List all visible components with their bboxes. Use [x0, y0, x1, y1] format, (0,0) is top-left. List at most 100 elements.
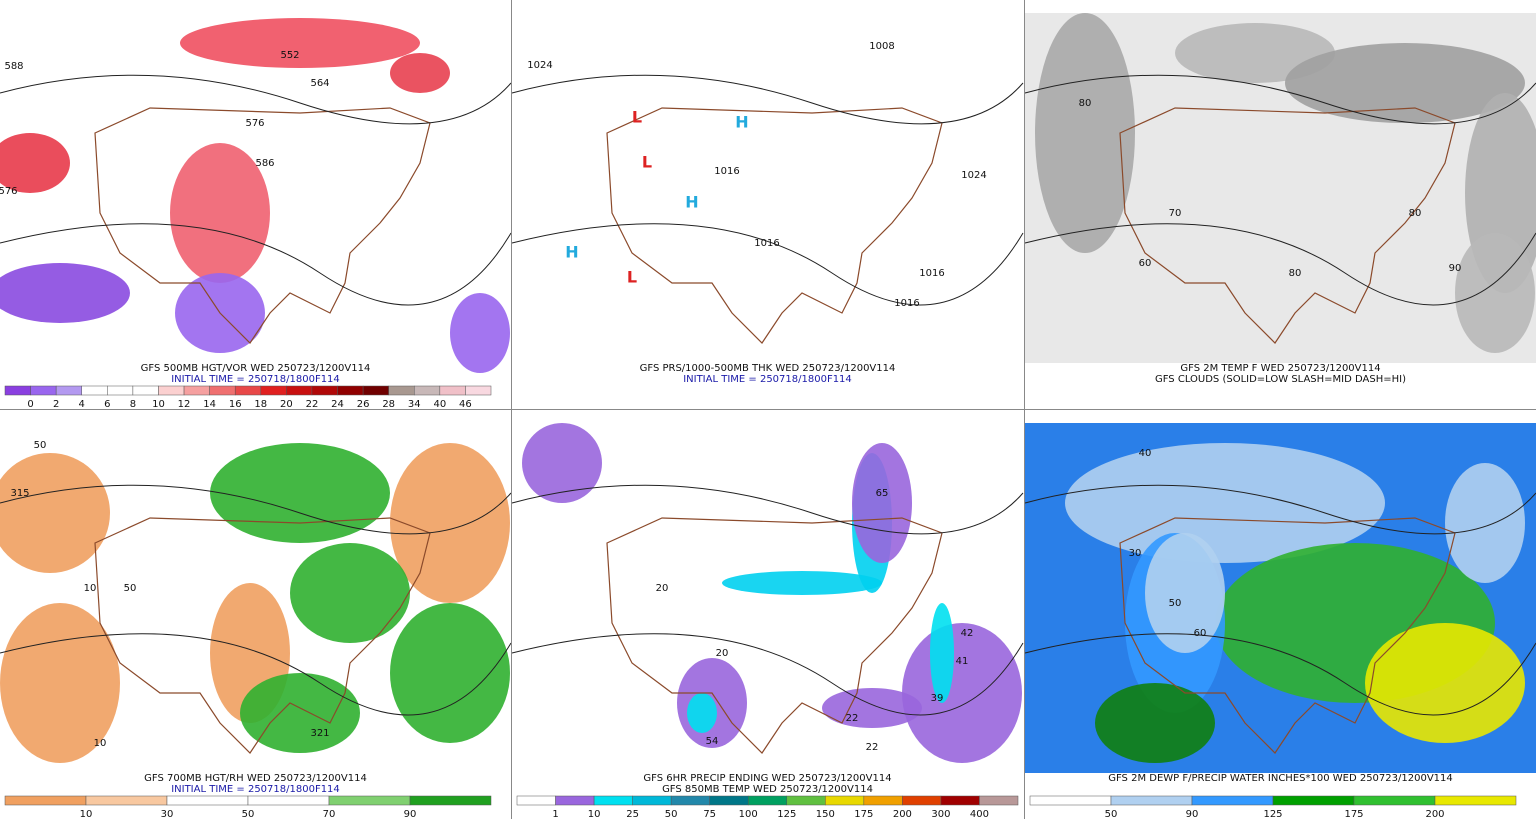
colorbar-label: 70 [323, 809, 336, 819]
colorbar-label: 46 [459, 399, 472, 410]
colorbar-box [85, 795, 168, 806]
country-outline [1119, 517, 1456, 754]
colorbar-box [979, 795, 1019, 806]
field-patch [930, 603, 954, 703]
contour [511, 74, 1024, 125]
colorbar-box [166, 795, 249, 806]
colorbar-label: 26 [357, 399, 370, 410]
contour [1024, 484, 1536, 535]
contour [511, 223, 1024, 306]
colorbar-box [30, 385, 57, 396]
field-patch [1365, 623, 1525, 743]
colorbar-label: 125 [1263, 809, 1282, 819]
map-label: 65 [876, 488, 889, 499]
colorbar-label: 14 [203, 399, 216, 410]
colorbar-label: 0 [27, 399, 33, 410]
contour [0, 223, 512, 306]
colorbar-box [632, 795, 672, 806]
colorbar-box [555, 795, 595, 806]
contour [0, 484, 512, 535]
map-label: 576 [245, 118, 264, 129]
colorbar-label: 90 [1186, 809, 1199, 819]
map-area [512, 13, 1023, 363]
colorbar-box [593, 795, 633, 806]
map-label: H [735, 113, 748, 132]
colorbar-label: 50 [1105, 809, 1118, 819]
colorbar-label: 300 [931, 809, 950, 819]
colorbar-box [465, 385, 492, 396]
colorbar-label: 22 [306, 399, 319, 410]
panel: 40 30 50 60 GFS 2M DEWP F/PRECIP WATER INCHE… [1024, 423, 1536, 820]
colorbar-box [328, 795, 411, 806]
field-patch [522, 423, 602, 503]
map-label: 42 [961, 628, 974, 639]
colorbar-label: 2 [53, 399, 59, 410]
colorbar-label: 10 [588, 809, 601, 819]
caption: GFS 2M TEMP F WED 250723/1200V114 [1180, 363, 1380, 374]
map-label: 80 [1289, 268, 1302, 279]
colorbar-box [311, 385, 338, 396]
colorbar-label: 1 [552, 809, 558, 819]
map-label: 10 [84, 583, 97, 594]
map-label: 50 [1169, 598, 1182, 609]
colorbar-box [825, 795, 865, 806]
map-label: 54 [706, 736, 719, 747]
map-label: H [565, 243, 578, 262]
map-label: 50 [124, 583, 137, 594]
colorbar-label: 175 [1344, 809, 1363, 819]
colorbar-box [670, 795, 710, 806]
colorbar-box [786, 795, 826, 806]
map-label: 1008 [869, 41, 894, 52]
colorbar-label: 150 [816, 809, 835, 819]
colorbar-label: 12 [178, 399, 191, 410]
country-outline [606, 517, 943, 754]
map-label: 1016 [714, 166, 739, 177]
field-patch [902, 623, 1022, 763]
colorbar-label: 10 [152, 399, 165, 410]
colorbar-label: 8 [130, 399, 136, 410]
map-label: 39 [931, 693, 944, 704]
colorbar-box [286, 385, 313, 396]
contour [0, 74, 512, 125]
colorbar-box [1191, 795, 1274, 806]
field-patch [1285, 43, 1525, 123]
colorbar-box [1434, 795, 1517, 806]
field-patch [210, 443, 390, 543]
map-label: 70 [1169, 208, 1182, 219]
colorbar-box [1272, 795, 1355, 806]
map-label: 22 [866, 742, 879, 753]
contour [1024, 633, 1536, 716]
map-label: 1016 [754, 238, 779, 249]
field-patch [390, 603, 510, 743]
panel: 50 315 10 50 321 10 GFS 700MB HGT/RH WED 25072… [0, 423, 512, 820]
colorbar-box [55, 385, 82, 396]
map-label: L [642, 153, 652, 172]
map-label: H [685, 193, 698, 212]
contour [1024, 74, 1536, 125]
colorbar-label: 200 [893, 809, 912, 819]
colorbar-box [4, 385, 31, 396]
field-patch [1065, 443, 1385, 563]
colorbar-box [183, 385, 210, 396]
field-patch [0, 133, 70, 193]
colorbar-box [132, 385, 159, 396]
map-label: 41 [956, 656, 969, 667]
field-patch [1145, 533, 1225, 653]
map-label: 60 [1194, 628, 1207, 639]
map-label: 22 [846, 713, 859, 724]
panel: 1024 1008 1016 1016 1016 1016 1024 H H H L L L GFS PR… [511, 13, 1024, 385]
map-label: 1024 [961, 170, 986, 181]
field-patch [1095, 683, 1215, 763]
colorbar-box [409, 795, 492, 806]
map-label: L [627, 268, 637, 287]
colorbar-label: 400 [970, 809, 989, 819]
field-patch [852, 443, 912, 563]
map-label: 1016 [919, 268, 944, 279]
field-patch [1455, 233, 1535, 353]
map-label: 90 [1449, 263, 1462, 274]
caption: INITIAL TIME = 250718/1800F114 [171, 784, 340, 795]
country-outline [94, 107, 431, 344]
map-label: 586 [255, 158, 274, 169]
colorbar-label: 200 [1425, 809, 1444, 819]
colorbar-box [260, 385, 287, 396]
